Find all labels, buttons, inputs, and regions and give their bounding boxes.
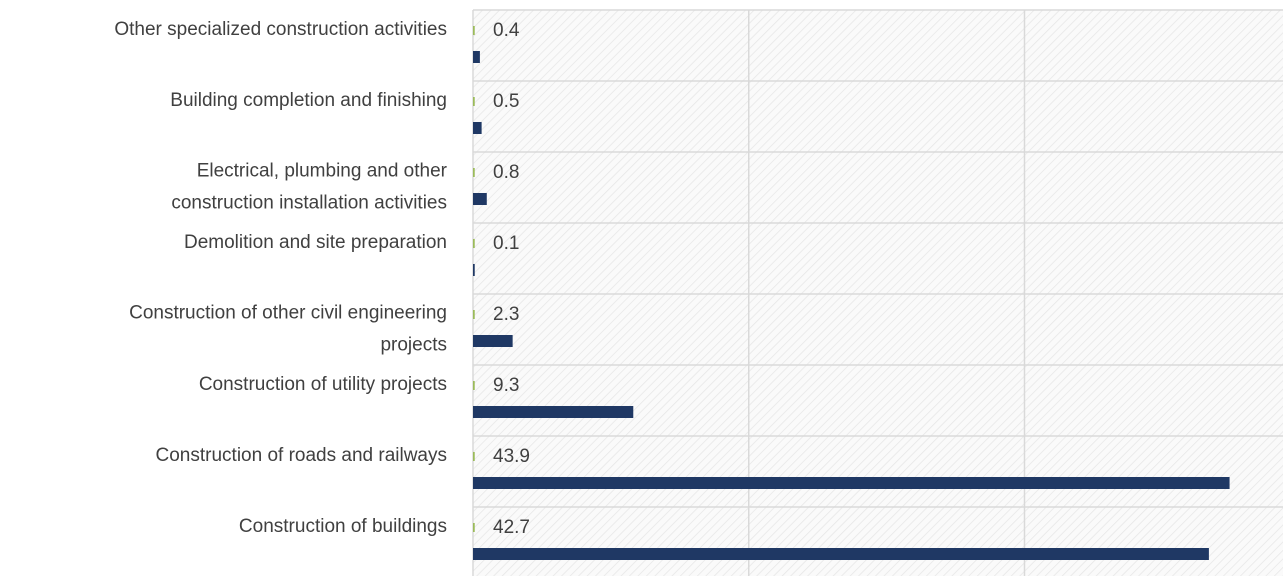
category-label: Construction of roads and railways <box>156 445 447 466</box>
category-label: Construction of buildings <box>239 516 447 537</box>
category-label: Building completion and finishing <box>170 90 447 111</box>
value-label: 43.9 <box>493 446 530 467</box>
bar <box>473 239 475 248</box>
category-label: Construction of utility projects <box>199 374 447 395</box>
value-label: 42.7 <box>493 517 530 538</box>
value-label: 0.5 <box>493 91 519 112</box>
bar <box>473 310 475 319</box>
bar <box>473 477 1230 489</box>
category-label: Demolition and site preparation <box>184 232 447 253</box>
bar <box>473 548 1209 560</box>
category-label: Electrical, plumbing and other constructi… <box>171 161 447 214</box>
bar <box>473 381 475 390</box>
value-label: 0.8 <box>493 162 519 183</box>
bar <box>473 193 487 205</box>
bar <box>473 264 475 276</box>
bar <box>473 168 475 177</box>
bar <box>473 122 482 134</box>
bar <box>473 97 475 106</box>
value-label: 0.1 <box>493 233 519 254</box>
category-label: Other specialized construction activitie… <box>114 19 447 40</box>
bar <box>473 26 475 35</box>
plot-area <box>473 10 1283 576</box>
bar <box>473 406 634 418</box>
bar <box>473 51 480 63</box>
value-label: 9.3 <box>493 375 519 396</box>
bar <box>473 452 475 461</box>
bar <box>473 335 513 347</box>
value-label: 2.3 <box>493 304 519 325</box>
category-label: Construction of other civil engineering p… <box>129 303 447 356</box>
value-label: 0.4 <box>493 20 520 41</box>
bar <box>473 523 475 532</box>
